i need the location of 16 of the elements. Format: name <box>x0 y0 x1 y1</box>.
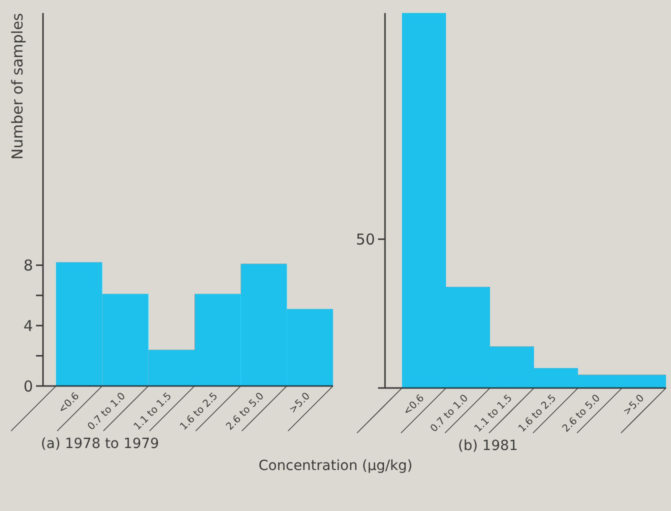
x-tick-label: 1.1 to 1.5 <box>132 390 174 433</box>
x-tick-label: 1.1 to 1.5 <box>472 392 515 435</box>
x-axis-title: Concentration (μg/kg) <box>258 458 412 474</box>
text: (a) 1978 to 1979 <box>40 436 160 452</box>
x-tick-label: 0.7 to 1.0 <box>428 392 471 435</box>
y-tick-label: 4 <box>23 316 33 335</box>
text: (b) 1981 <box>458 438 518 454</box>
x-tick-label: 2.6 to 5.0 <box>224 390 266 433</box>
y-tick-label: 8 <box>23 256 33 274</box>
x-tick-label: 0.7 to 1.0 <box>86 390 128 433</box>
y-axis-title: Number of samples <box>8 12 26 160</box>
x-tick-label: 2.6 to 5.0 <box>560 392 603 435</box>
y-tick-label: 0 <box>23 377 33 396</box>
x-tick-label: 1.6 to 2.5 <box>178 390 220 433</box>
x-tick-label: 1.6 to 2.5 <box>516 392 559 435</box>
y-tick-label: 50 <box>356 230 375 248</box>
